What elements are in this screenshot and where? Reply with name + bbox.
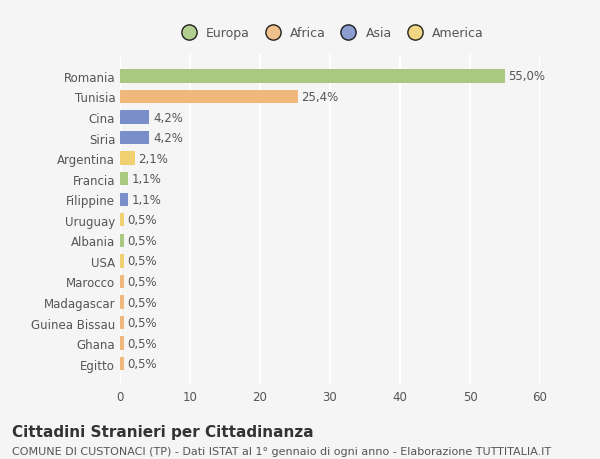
Legend: Europa, Africa, Asia, America: Europa, Africa, Asia, America [172, 23, 488, 44]
Text: 4,2%: 4,2% [153, 111, 183, 124]
Bar [120, 213, 124, 227]
Bar [120, 316, 124, 330]
Text: 55,0%: 55,0% [509, 70, 545, 83]
Text: 0,5%: 0,5% [127, 235, 157, 247]
Bar [120, 255, 124, 268]
Bar [120, 173, 128, 186]
Text: 2,1%: 2,1% [138, 152, 168, 165]
Text: 0,5%: 0,5% [127, 337, 157, 350]
Text: 0,5%: 0,5% [127, 296, 157, 309]
Bar [120, 357, 124, 370]
Bar [120, 193, 128, 207]
Text: 25,4%: 25,4% [301, 91, 338, 104]
Text: 0,5%: 0,5% [127, 316, 157, 330]
Bar [120, 70, 505, 84]
Text: 4,2%: 4,2% [153, 132, 183, 145]
Bar [120, 152, 134, 165]
Text: 1,1%: 1,1% [131, 173, 161, 186]
Text: 0,5%: 0,5% [127, 214, 157, 227]
Bar [120, 296, 124, 309]
Bar [120, 90, 298, 104]
Text: Cittadini Stranieri per Cittadinanza: Cittadini Stranieri per Cittadinanza [12, 425, 314, 440]
Text: 0,5%: 0,5% [127, 275, 157, 288]
Text: 0,5%: 0,5% [127, 255, 157, 268]
Bar [120, 234, 124, 247]
Bar [120, 132, 149, 145]
Text: COMUNE DI CUSTONACI (TP) - Dati ISTAT al 1° gennaio di ogni anno - Elaborazione : COMUNE DI CUSTONACI (TP) - Dati ISTAT al… [12, 446, 551, 456]
Text: 0,5%: 0,5% [127, 358, 157, 370]
Text: 1,1%: 1,1% [131, 193, 161, 206]
Bar [120, 111, 149, 124]
Bar [120, 337, 124, 350]
Bar [120, 275, 124, 289]
